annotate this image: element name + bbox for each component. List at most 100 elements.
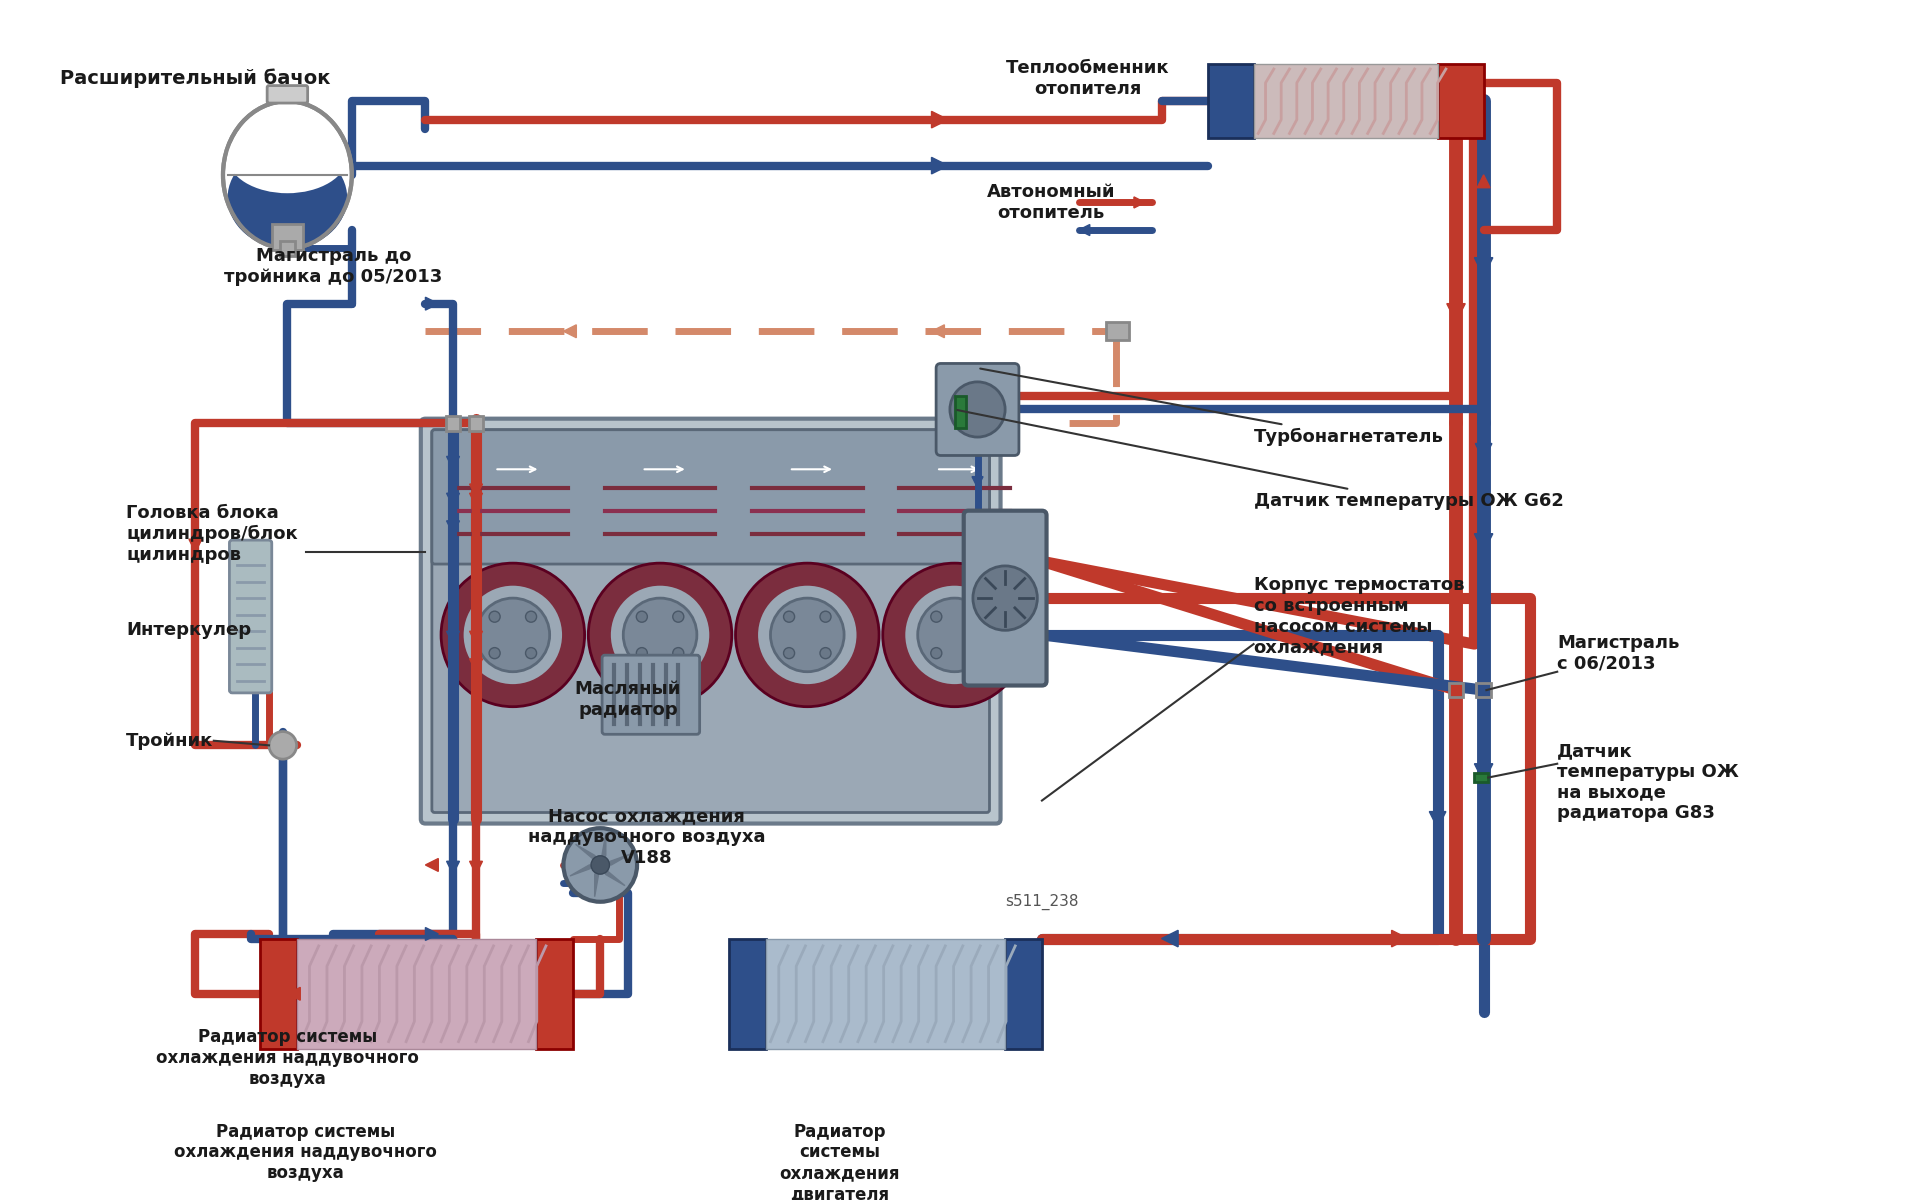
Polygon shape <box>470 631 482 644</box>
Circle shape <box>442 563 584 707</box>
Bar <box>954 396 966 428</box>
Polygon shape <box>447 631 459 644</box>
FancyBboxPatch shape <box>964 511 1046 685</box>
Bar <box>1438 65 1484 138</box>
Polygon shape <box>576 845 601 865</box>
Bar <box>468 416 484 431</box>
Circle shape <box>588 563 732 707</box>
Circle shape <box>490 648 499 659</box>
Polygon shape <box>601 854 630 865</box>
Circle shape <box>783 648 795 659</box>
Text: Насос охлаждения
наддувочного воздуха
V188: Насос охлаждения наддувочного воздуха V1… <box>528 808 764 868</box>
Circle shape <box>563 828 637 901</box>
Circle shape <box>931 611 943 623</box>
FancyBboxPatch shape <box>267 85 307 103</box>
Polygon shape <box>570 865 601 876</box>
Circle shape <box>973 566 1037 630</box>
Polygon shape <box>601 833 607 865</box>
Polygon shape <box>1428 811 1446 828</box>
Polygon shape <box>1475 763 1494 782</box>
Bar <box>445 416 461 431</box>
Polygon shape <box>563 325 576 337</box>
Circle shape <box>968 611 979 623</box>
Polygon shape <box>447 521 459 534</box>
Polygon shape <box>447 456 459 469</box>
Text: Автономный
отопитель: Автономный отопитель <box>987 184 1116 222</box>
Circle shape <box>756 584 858 685</box>
Polygon shape <box>426 298 438 310</box>
Circle shape <box>636 648 647 659</box>
Text: s511_238: s511_238 <box>1006 894 1079 910</box>
Polygon shape <box>470 493 482 506</box>
Circle shape <box>609 584 710 685</box>
Bar <box>1006 938 1043 1049</box>
Circle shape <box>950 382 1006 437</box>
Text: Датчик
температуры ОЖ
на выходе
радиатора G83: Датчик температуры ОЖ на выходе радиатор… <box>1557 742 1740 822</box>
Bar <box>730 938 766 1049</box>
Polygon shape <box>931 157 948 174</box>
Polygon shape <box>426 928 438 941</box>
Ellipse shape <box>228 120 348 193</box>
Text: Радиатор системы
охлаждения наддувочного
воздуха: Радиатор системы охлаждения наддувочного… <box>156 1028 419 1088</box>
Bar <box>1475 773 1488 782</box>
Polygon shape <box>288 988 300 1001</box>
Polygon shape <box>1475 534 1494 552</box>
Ellipse shape <box>223 101 351 248</box>
Polygon shape <box>1475 444 1492 460</box>
Text: Датчик температуры ОЖ G62: Датчик температуры ОЖ G62 <box>958 410 1563 510</box>
Circle shape <box>820 611 831 623</box>
FancyBboxPatch shape <box>228 540 273 692</box>
Text: Радиатор
системы
охлаждения
двигателя: Радиатор системы охлаждения двигателя <box>780 1123 900 1200</box>
Circle shape <box>883 563 1027 707</box>
Polygon shape <box>1475 258 1494 276</box>
Polygon shape <box>447 493 459 506</box>
Polygon shape <box>931 325 945 337</box>
Bar <box>1450 683 1463 697</box>
Polygon shape <box>470 659 482 672</box>
Polygon shape <box>1079 224 1091 235</box>
Text: Турбонагнетатель: Турбонагнетатель <box>981 368 1444 445</box>
Circle shape <box>636 611 647 623</box>
FancyBboxPatch shape <box>937 364 1020 456</box>
FancyBboxPatch shape <box>603 655 699 734</box>
Circle shape <box>931 648 943 659</box>
Polygon shape <box>470 862 482 874</box>
Circle shape <box>672 648 684 659</box>
Polygon shape <box>601 865 624 886</box>
FancyBboxPatch shape <box>273 223 303 251</box>
FancyBboxPatch shape <box>432 430 989 812</box>
Polygon shape <box>1392 930 1407 947</box>
Circle shape <box>526 648 536 659</box>
Text: Теплообменник
отопителя: Теплообменник отопителя <box>1006 59 1169 97</box>
Circle shape <box>735 563 879 707</box>
Bar <box>536 938 572 1049</box>
Text: Тройник: Тройник <box>127 732 213 750</box>
Text: Корпус термостатов
со встроенным
насосом системы
охлаждения: Корпус термостатов со встроенным насосом… <box>1254 576 1465 656</box>
Polygon shape <box>1476 175 1490 187</box>
Polygon shape <box>1448 304 1465 322</box>
Bar <box>1106 322 1129 341</box>
Circle shape <box>820 648 831 659</box>
Bar <box>280 241 296 256</box>
Bar <box>1254 65 1438 138</box>
Circle shape <box>904 584 1006 685</box>
Bar <box>296 938 536 1049</box>
Text: Магистраль до
тройника до 05/2013: Магистраль до тройника до 05/2013 <box>225 247 442 287</box>
Circle shape <box>490 611 499 623</box>
Ellipse shape <box>228 148 348 248</box>
Text: Масляный
радиатор: Масляный радиатор <box>574 680 682 719</box>
Polygon shape <box>931 112 948 128</box>
Bar <box>1476 683 1492 697</box>
Circle shape <box>463 584 563 685</box>
Bar <box>259 938 296 1049</box>
Text: Головка блока
цилиндров/блок
цилиндров: Головка блока цилиндров/блок цилиндров <box>127 504 298 564</box>
Polygon shape <box>972 476 983 487</box>
Circle shape <box>476 598 549 672</box>
Circle shape <box>526 611 536 623</box>
Text: Радиатор системы
охлаждения наддувочного
воздуха: Радиатор системы охлаждения наддувочного… <box>175 1123 438 1182</box>
Polygon shape <box>470 484 482 497</box>
Polygon shape <box>595 865 601 896</box>
Circle shape <box>968 648 979 659</box>
Circle shape <box>918 598 991 672</box>
Polygon shape <box>447 862 459 874</box>
